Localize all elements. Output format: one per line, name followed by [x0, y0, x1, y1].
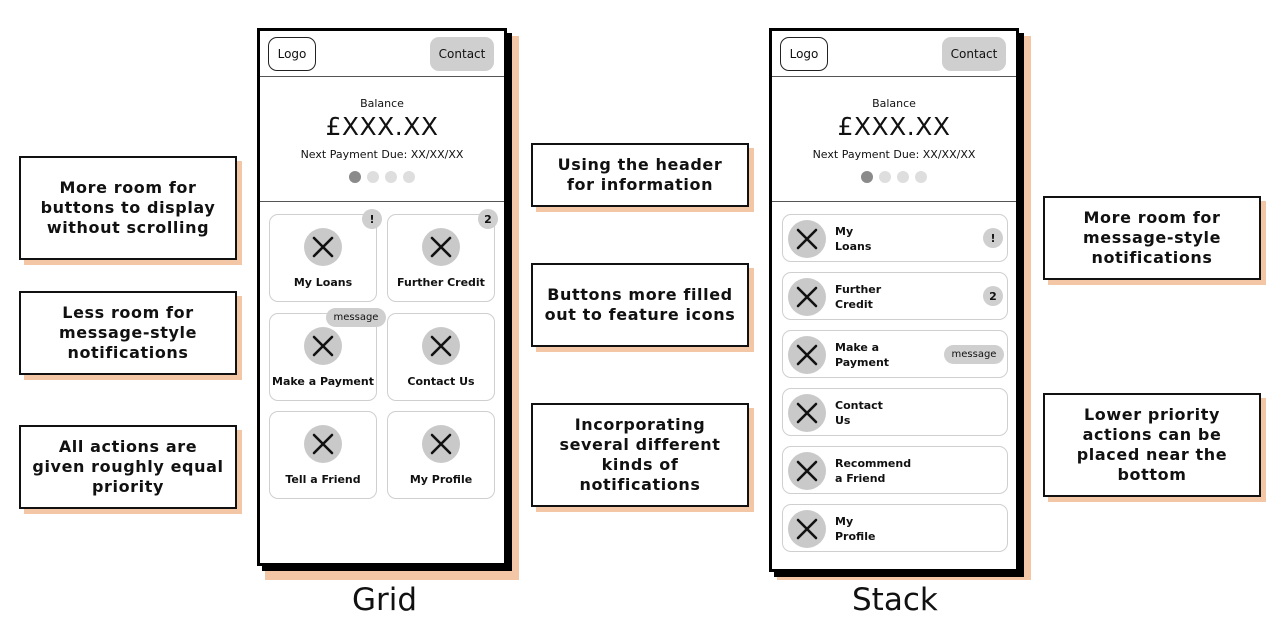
- note-less-room-notifications: Less room for message-style notification…: [19, 291, 237, 375]
- tile-label: My Profile: [409, 473, 473, 486]
- row-contact-us[interactable]: Contact Us: [782, 388, 1008, 436]
- carousel-dot[interactable]: [861, 171, 873, 183]
- stack-phone: Logo Contact Balance £XXX.XX Next Paymen…: [769, 28, 1019, 572]
- carousel-dot[interactable]: [349, 171, 361, 183]
- note-equal-priority: All actions are given roughly equal prio…: [19, 425, 237, 509]
- note-header-info: Using the header for information: [531, 143, 749, 207]
- balance-panel: Balance £XXX.XX Next Payment Due: XX/XX/…: [772, 77, 1016, 202]
- note-filled-buttons: Buttons more filled out to feature icons: [531, 263, 749, 347]
- contact-button[interactable]: Contact: [942, 37, 1006, 71]
- balance-label: Balance: [872, 97, 916, 110]
- next-payment-due: Next Payment Due: XX/XX/XX: [812, 148, 976, 161]
- note-more-room-buttons: More room for buttons to display without…: [19, 156, 237, 260]
- message-badge: message: [326, 308, 386, 327]
- grid-header-bar: Logo Contact: [260, 31, 504, 77]
- close-x-icon: [422, 327, 460, 365]
- tile-label: My Loans: [293, 276, 353, 289]
- close-x-icon: [788, 278, 826, 316]
- row-my-loans[interactable]: My Loans !: [782, 214, 1008, 262]
- row-label: Further Credit: [835, 283, 882, 311]
- row-label: Make a Payment: [835, 341, 890, 369]
- note-lower-priority-bottom: Lower priority actions can be placed nea…: [1043, 393, 1261, 497]
- close-x-icon: [304, 425, 342, 463]
- balance-panel: Balance £XXX.XX Next Payment Due: XX/XX/…: [260, 77, 504, 202]
- row-further-credit[interactable]: Further Credit 2: [782, 272, 1008, 320]
- tile-contact-us[interactable]: Contact Us: [387, 313, 495, 401]
- caption-stack: Stack: [852, 582, 938, 618]
- count-badge: 2: [983, 286, 1003, 306]
- tile-tell-a-friend[interactable]: Tell a Friend: [269, 411, 377, 499]
- row-my-profile[interactable]: My Profile: [782, 504, 1008, 552]
- logo[interactable]: Logo: [268, 37, 316, 71]
- row-make-payment[interactable]: Make a Payment message: [782, 330, 1008, 378]
- carousel-dot[interactable]: [915, 171, 927, 183]
- tile-my-loans[interactable]: My Loans: [269, 214, 377, 302]
- tile-label: Tell a Friend: [285, 473, 361, 486]
- close-x-icon: [304, 327, 342, 365]
- balance-amount: £XXX.XX: [837, 112, 951, 141]
- close-x-icon: [422, 425, 460, 463]
- carousel-dot[interactable]: [897, 171, 909, 183]
- close-x-icon: [788, 510, 826, 548]
- balance-label: Balance: [360, 97, 404, 110]
- alert-badge: !: [983, 228, 1003, 248]
- close-x-icon: [788, 452, 826, 490]
- tile-make-payment[interactable]: Make a Payment: [269, 313, 377, 401]
- close-x-icon: [422, 228, 460, 266]
- carousel-dot[interactable]: [879, 171, 891, 183]
- note-notification-kinds: Incorporating several different kinds of…: [531, 403, 749, 507]
- row-label: Recommend a Friend: [835, 457, 912, 485]
- carousel-dot[interactable]: [403, 171, 415, 183]
- tile-label: Make a Payment: [272, 375, 374, 388]
- row-recommend-friend[interactable]: Recommend a Friend: [782, 446, 1008, 494]
- count-badge: 2: [478, 209, 498, 229]
- close-x-icon: [788, 394, 826, 432]
- carousel-dot[interactable]: [385, 171, 397, 183]
- close-x-icon: [304, 228, 342, 266]
- logo[interactable]: Logo: [780, 37, 828, 71]
- message-badge: message: [944, 345, 1004, 364]
- row-label: My Profile: [835, 515, 876, 543]
- contact-button[interactable]: Contact: [430, 37, 494, 71]
- grid-phone: Logo Contact Balance £XXX.XX Next Paymen…: [257, 28, 507, 566]
- note-message-room: More room for message-style notification…: [1043, 196, 1261, 280]
- close-x-icon: [788, 336, 826, 374]
- close-x-icon: [788, 220, 826, 258]
- tile-my-profile[interactable]: My Profile: [387, 411, 495, 499]
- carousel-dots: [260, 171, 504, 183]
- stack-header-bar: Logo Contact: [772, 31, 1016, 77]
- tile-label: Contact Us: [407, 375, 475, 388]
- tile-further-credit[interactable]: Further Credit: [387, 214, 495, 302]
- caption-grid: Grid: [352, 582, 418, 618]
- alert-badge: !: [362, 209, 382, 229]
- next-payment-due: Next Payment Due: XX/XX/XX: [300, 148, 464, 161]
- carousel-dots: [772, 171, 1016, 183]
- tile-label: Further Credit: [397, 276, 485, 289]
- balance-amount: £XXX.XX: [325, 112, 439, 141]
- row-label: My Loans: [835, 225, 872, 253]
- carousel-dot[interactable]: [367, 171, 379, 183]
- row-label: Contact Us: [835, 399, 883, 427]
